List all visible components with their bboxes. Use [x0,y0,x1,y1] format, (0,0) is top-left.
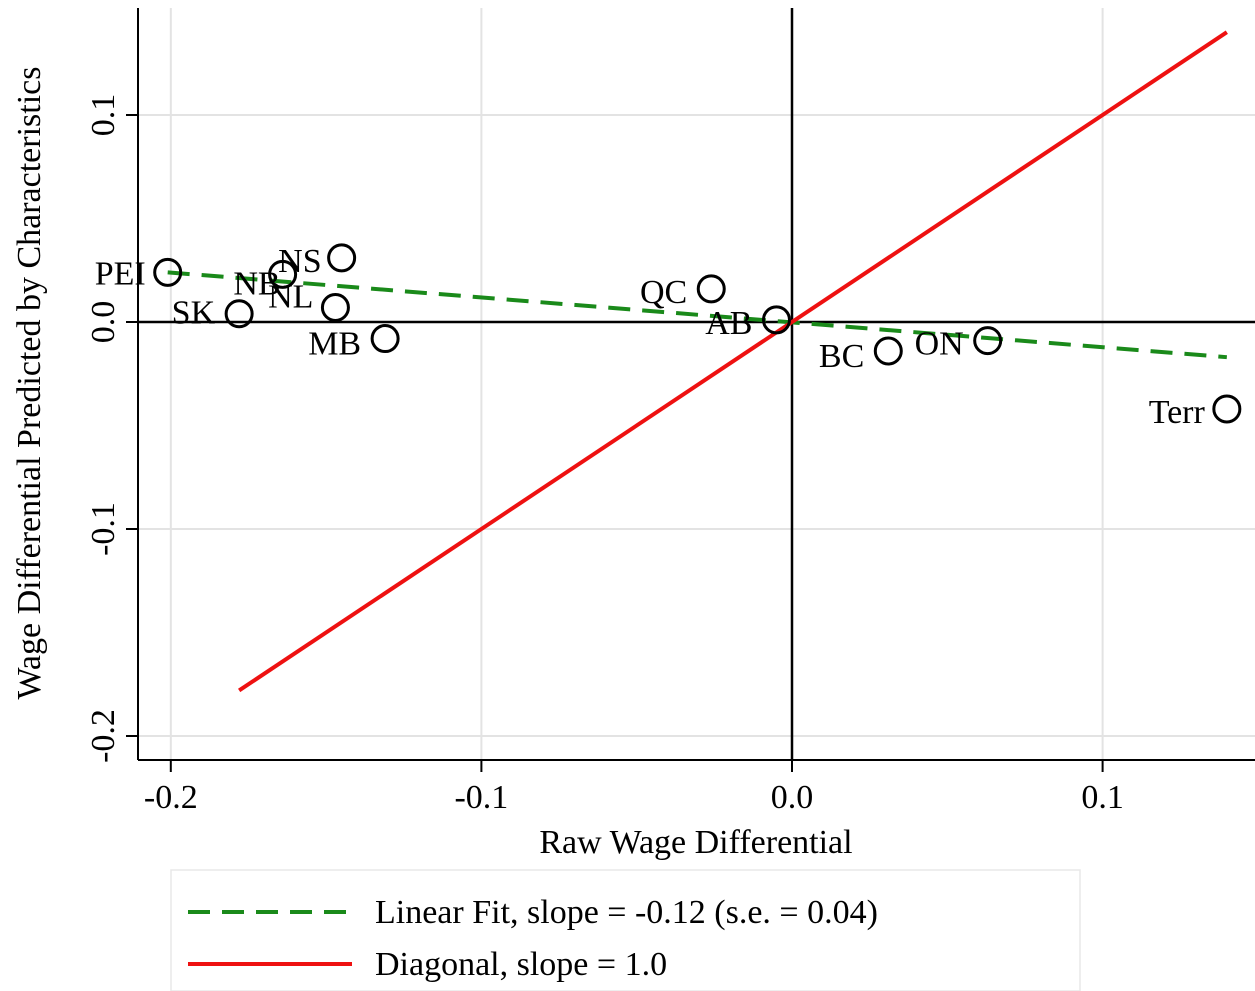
point-label: AB [705,305,752,342]
x-tick-label: 0.0 [771,779,814,816]
legend-label: Diagonal, slope = 1.0 [375,946,667,983]
linear-fit-line [167,270,1227,360]
data-point [1212,394,1242,424]
y-tick-label: -0.1 [85,502,122,556]
point-label: NB [233,265,280,302]
x-tick-label: -0.1 [454,779,508,816]
legend-box [170,869,1081,991]
y-axis-title: Wage Differential Predicted by Character… [11,67,48,700]
data-point [268,259,298,289]
point-label: MB [308,326,361,363]
legend-label: Linear Fit, slope = -0.12 (s.e. = 0.04) [375,894,878,931]
point-label: Terr [1149,394,1206,431]
y-tick-label: 0.0 [85,301,122,344]
point-label: QC [640,274,687,311]
point-label: NL [268,279,313,316]
reference-lines [138,8,1255,760]
data-point [153,257,183,287]
y-tick-label: 0.1 [85,94,122,137]
point-label: SK [172,295,216,332]
axes: -0.2 -0.1 0.0 0.1 -0.2 -0.1 0.0 0.1 [85,8,1255,816]
x-tick-label: -0.2 [144,779,198,816]
data-point [327,243,357,273]
point-label: NS [278,243,321,280]
data-point [873,336,903,366]
point-label: BC [819,338,864,375]
series-lines [167,30,1228,693]
data-point [370,324,400,354]
data-point [224,299,254,329]
diagonal-line [238,30,1228,693]
point-label: ON [915,326,964,363]
x-axis-title: Raw Wage Differential [539,824,852,861]
data-point [320,293,350,323]
data-point [761,305,791,335]
data-point [973,326,1003,356]
y-tick-label: -0.2 [85,709,122,763]
data-point [696,274,726,304]
legend: Linear Fit, slope = -0.12 (s.e. = 0.04) D… [170,869,1081,991]
x-tick-label: 0.1 [1081,779,1124,816]
